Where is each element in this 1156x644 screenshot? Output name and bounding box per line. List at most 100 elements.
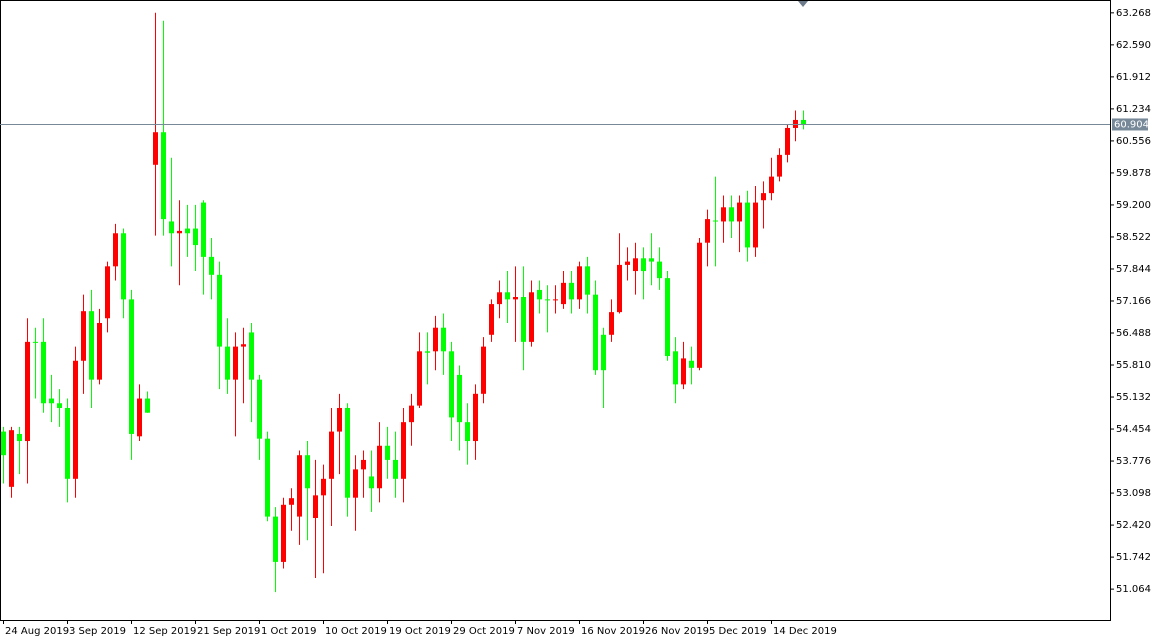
candle-body: [249, 332, 254, 380]
candle-body: [729, 207, 734, 222]
candle-body: [753, 202, 758, 248]
candle-body: [289, 498, 294, 505]
candle-body: [673, 351, 678, 385]
y-tick-label: 57.166: [1116, 296, 1151, 307]
y-tick-label: 59.878: [1116, 168, 1151, 179]
candle-body: [609, 312, 614, 335]
y-tick-label: 53.098: [1116, 488, 1151, 499]
candle-body: [569, 282, 574, 300]
candle-body: [169, 221, 174, 234]
x-tick-label: 19 Oct 2019: [389, 626, 451, 637]
candle-body: [97, 322, 102, 380]
y-tick-label: 55.132: [1116, 392, 1151, 403]
y-tick-label: 56.488: [1116, 328, 1151, 339]
candle-body: [409, 405, 414, 423]
y-tick-label: 60.556: [1116, 136, 1151, 147]
candle-body: [353, 469, 358, 498]
candle-body: [113, 233, 118, 267]
candle-body: [297, 455, 302, 517]
candle-body: [697, 242, 702, 368]
candle-body: [145, 398, 150, 413]
x-tick-label: 16 Nov 2019: [581, 626, 645, 637]
y-tick-label: 55.810: [1116, 360, 1151, 371]
candle-body: [185, 228, 190, 234]
x-tick-label: 12 Sep 2019: [133, 626, 196, 637]
candle-body: [793, 119, 798, 128]
candle-body: [41, 341, 46, 404]
candle-body: [465, 422, 470, 442]
candle-body: [177, 230, 182, 234]
candle-body: [385, 445, 390, 460]
candle-body: [233, 346, 238, 380]
candle-body: [209, 256, 214, 275]
x-tick-label: 21 Sep 2019: [197, 626, 260, 637]
x-tick-label: 1 Oct 2019: [261, 626, 316, 637]
candle-body: [777, 154, 782, 177]
candle-body: [721, 207, 726, 222]
candle-body: [193, 228, 198, 246]
candle-body: [1, 431, 6, 456]
y-tick-label: 51.064: [1116, 584, 1151, 595]
candle-body: [585, 266, 590, 295]
candle-body: [561, 282, 566, 305]
candle-body: [425, 351, 430, 353]
candle-body: [9, 430, 14, 487]
candle-body: [57, 403, 62, 408]
candle-body: [545, 299, 550, 301]
x-tick-label: 14 Dec 2019: [773, 626, 837, 637]
y-tick-label: 61.912: [1116, 72, 1151, 83]
candle-body: [745, 202, 750, 248]
candle-body: [785, 127, 790, 155]
candle-body: [65, 407, 70, 479]
candle-body: [161, 132, 166, 220]
candle-body: [313, 495, 318, 519]
candle-body: [801, 119, 806, 125]
candle-body: [121, 233, 126, 300]
candle-body: [129, 299, 134, 434]
candle-body: [393, 459, 398, 479]
candle-body: [433, 327, 438, 352]
candle-body: [649, 258, 654, 262]
candle-body: [377, 445, 382, 489]
candle-body: [89, 311, 94, 380]
candle-body: [265, 438, 270, 517]
candle-body: [553, 299, 558, 301]
candle-body: [449, 351, 454, 418]
y-tick-label: 58.522: [1116, 232, 1151, 243]
candle-body: [305, 455, 310, 489]
candle-body: [201, 202, 206, 257]
candle-body: [713, 220, 718, 222]
x-tick-label: 29 Oct 2019: [453, 626, 515, 637]
last-price-label: 60.904: [1114, 119, 1149, 130]
x-tick-label: 24 Aug 2019: [5, 626, 69, 637]
candle-body: [417, 351, 422, 406]
candle-body: [601, 334, 606, 371]
candle-body: [441, 327, 446, 352]
candle-body: [273, 516, 278, 562]
candle-body: [641, 258, 646, 272]
candle-body: [81, 311, 86, 361]
y-tick-label: 54.454: [1116, 424, 1151, 435]
candle-body: [105, 266, 110, 319]
candle-body: [633, 258, 638, 272]
candle-body: [593, 294, 598, 371]
candle-body: [513, 297, 518, 300]
y-tick-label: 51.742: [1116, 552, 1151, 563]
candle-body: [217, 274, 222, 347]
candle-body: [625, 261, 630, 265]
candle-body: [345, 407, 350, 498]
candle-body: [529, 292, 534, 342]
plot-frame: [0, 0, 1111, 621]
candle-body: [681, 358, 686, 385]
candle-body: [689, 360, 694, 368]
candle-body: [497, 292, 502, 305]
candle-body: [457, 374, 462, 423]
candle-body: [369, 476, 374, 489]
candle-body: [241, 344, 246, 347]
last-price-box: [1112, 118, 1148, 131]
y-tick-label: 59.200: [1116, 200, 1151, 211]
candle-body: [473, 393, 478, 442]
candle-body: [401, 422, 406, 479]
candle-body: [705, 219, 710, 243]
